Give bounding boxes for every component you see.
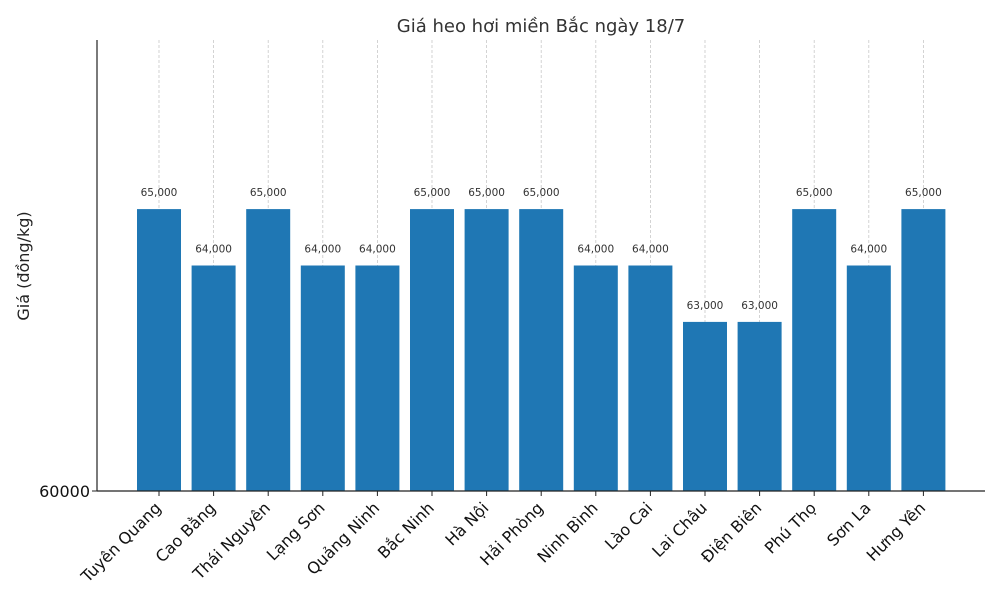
x-tick-label: Lào Cai	[601, 498, 656, 553]
bar	[410, 209, 454, 491]
bar	[901, 209, 946, 491]
data-label: 64,000	[304, 244, 341, 256]
data-label: 65,000	[905, 187, 942, 199]
data-label: 65,000	[250, 187, 287, 199]
data-label: 65,000	[523, 187, 560, 199]
data-labels: 65,000 64,000 65,000 64,000 64,000 65,000 65,0…	[141, 187, 942, 312]
x-tick-label: Tuyên Quang	[77, 498, 165, 586]
bar	[737, 321, 782, 491]
bar	[519, 209, 564, 491]
bar	[792, 209, 837, 491]
data-label: 65,000	[414, 187, 451, 199]
bar	[846, 265, 891, 491]
y-tick-label: 60000	[39, 482, 90, 501]
bar	[246, 209, 291, 491]
x-tick-label: Hà Nội	[441, 498, 492, 549]
y-axis-label: Giá (đồng/kg)	[14, 211, 33, 320]
x-tick-label: Bắc Ninh	[374, 498, 438, 562]
bars	[137, 209, 946, 491]
bar	[191, 265, 236, 491]
bar	[464, 209, 509, 491]
y-tick-labels: 60000	[39, 482, 97, 501]
bar	[573, 265, 618, 491]
bar	[683, 321, 727, 491]
data-label: 65,000	[468, 187, 505, 199]
bar	[628, 265, 673, 491]
data-label: 64,000	[850, 244, 887, 256]
bar	[137, 209, 181, 491]
data-label: 65,000	[796, 187, 833, 199]
chart-title: Giá heo hơi miền Bắc ngày 18/7	[397, 16, 685, 37]
x-tick-label: Hưng Yên	[863, 498, 930, 565]
bar	[355, 265, 400, 491]
data-label: 65,000	[141, 187, 178, 199]
data-label: 64,000	[632, 244, 669, 256]
x-tick-label: Sơn La	[823, 498, 875, 550]
data-label: 64,000	[359, 244, 396, 256]
data-label: 64,000	[577, 244, 614, 256]
data-label: 63,000	[687, 300, 724, 312]
x-tick-label: Phú Thọ	[761, 498, 820, 557]
bar	[300, 265, 345, 491]
data-label: 63,000	[741, 300, 778, 312]
data-label: 64,000	[195, 244, 232, 256]
